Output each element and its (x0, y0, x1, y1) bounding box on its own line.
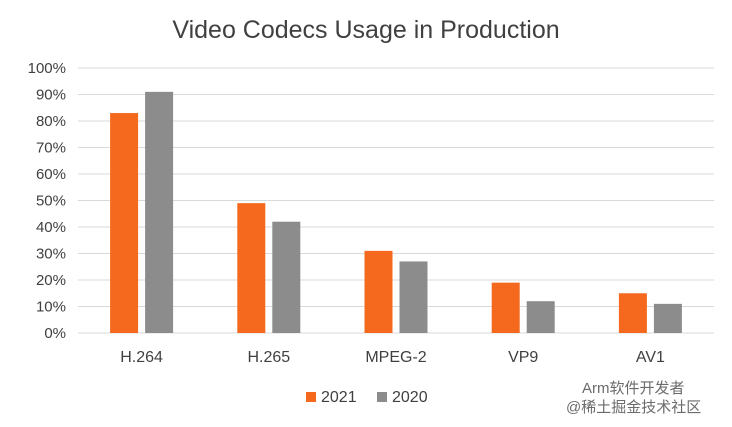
bar-2020-AV1 (653, 303, 682, 333)
watermark-line-2: @稀土掘金技术社区 (566, 399, 701, 416)
x-axis-category-labels: H.264 H.265 MPEG-2 VP9 AV1 (120, 349, 665, 366)
y-tick-label: 70% (36, 140, 66, 157)
x-category-label: H.264 (120, 349, 163, 366)
legend-label-2020: 2020 (392, 389, 428, 406)
legend-swatch-2020 (377, 392, 387, 402)
chart-title: Video Codecs Usage in Production (172, 16, 559, 44)
watermark: Arm软件开发者 @稀土掘金技术社区 (566, 380, 701, 416)
bar-2020-MPEG-2 (399, 261, 428, 333)
gridlines (78, 67, 714, 334)
bar-2021-H.264 (110, 113, 139, 333)
bar-2020-VP9 (526, 301, 555, 333)
y-tick-label: 80% (36, 113, 66, 130)
bar-2021-MPEG-2 (364, 250, 393, 333)
watermark-line-1: Arm软件开发者 (582, 380, 685, 397)
bar-2021-VP9 (491, 282, 520, 333)
y-tick-label: 100% (28, 60, 66, 77)
legend-label-2021: 2021 (321, 389, 357, 406)
y-axis-tick-labels: 0% 10% 20% 30% 40% 50% 60% 70% 80% 90% 100% (28, 60, 66, 342)
y-tick-label: 30% (36, 246, 66, 263)
y-tick-label: 60% (36, 166, 66, 183)
y-tick-label: 90% (36, 87, 66, 104)
legend: 2021 2020 (306, 389, 428, 406)
y-tick-label: 0% (44, 325, 66, 342)
bar-2020-H.265 (272, 221, 301, 333)
legend-swatch-2021 (306, 392, 316, 402)
y-tick-label: 50% (36, 193, 66, 210)
y-tick-label: 40% (36, 219, 66, 236)
bar-2021-H.265 (237, 203, 266, 333)
x-category-label: AV1 (636, 349, 665, 366)
x-category-label: MPEG-2 (365, 349, 426, 366)
bar-2020-H.264 (145, 91, 174, 333)
bar-2021-AV1 (618, 293, 647, 333)
y-tick-label: 20% (36, 272, 66, 289)
bars (110, 91, 682, 333)
x-category-label: H.265 (247, 349, 290, 366)
y-tick-label: 10% (36, 299, 66, 316)
x-category-label: VP9 (508, 349, 538, 366)
